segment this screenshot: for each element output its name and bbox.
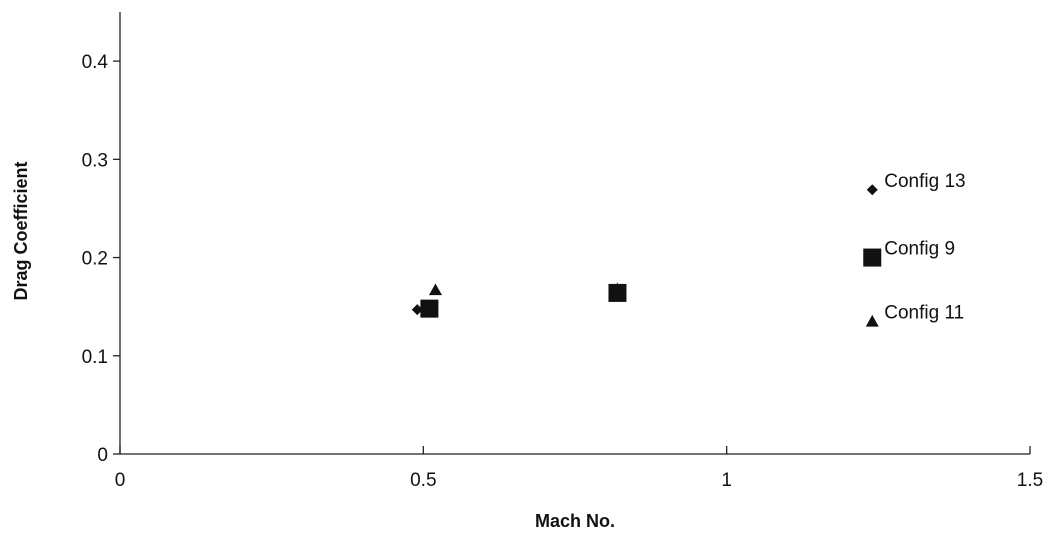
x-ticks: 0 0.5 1 1.5: [115, 446, 1043, 491]
triangle-marker: [610, 282, 624, 295]
y-tick-label: 0.2: [82, 249, 108, 270]
triangle-marker: [865, 314, 879, 327]
x-axis-title: Mach No.: [535, 511, 615, 531]
series-labels: Config 13 Config 9 Config 11: [884, 171, 965, 324]
x-tick-label: 0.5: [410, 470, 436, 491]
x-tick-label: 0: [115, 470, 126, 491]
y-tick-label: 0.4: [82, 52, 109, 73]
diamond-marker: [866, 184, 878, 196]
x-tick-label: 1.5: [1017, 470, 1043, 491]
series-label: Config 13: [884, 171, 965, 192]
y-tick-label: 0.1: [82, 347, 108, 368]
y-axis-title: Drag Coefficient: [11, 161, 31, 300]
y-tick-label: 0.3: [82, 150, 108, 171]
diamond-marker: [411, 304, 423, 316]
axes: [119, 12, 1030, 455]
series-label: Config 9: [884, 239, 955, 260]
square-marker: [420, 299, 439, 318]
square-marker: [863, 248, 882, 267]
series-label: Config 11: [884, 302, 964, 323]
x-tick-label: 1: [721, 470, 732, 491]
data-points: [411, 184, 882, 327]
triangle-marker: [428, 283, 442, 296]
y-tick-label: 0: [97, 445, 108, 466]
y-ticks: 0 0.1 0.2 0.3 0.4: [82, 52, 120, 466]
